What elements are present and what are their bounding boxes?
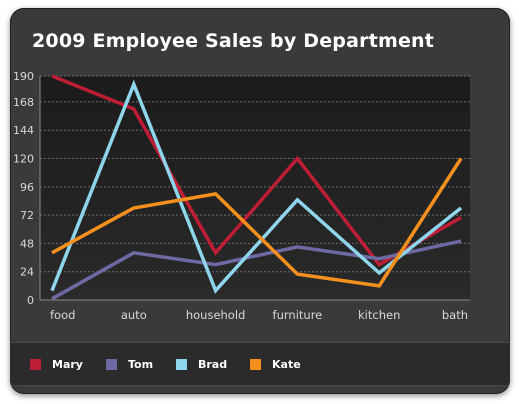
y-axis-ticks: 0 24 48 72 96 120 144 168 190 <box>13 70 34 307</box>
chart-panel: 2009 Employee Sales by Department 0 24 48 7… <box>10 8 510 394</box>
x-tick-label-furniture: furniture <box>273 308 323 322</box>
x-tick-label-bath: bath <box>442 308 468 322</box>
series-line-tom <box>51 239 462 301</box>
x-axis-ticks: food auto household furniture kitchen bath <box>50 308 468 322</box>
y-tick-label: 120 <box>13 153 34 166</box>
legend-item-mary[interactable]: Mary <box>30 356 83 372</box>
legend: Mary Tom Brad Kate <box>10 342 510 386</box>
y-tick-label: 144 <box>13 124 34 137</box>
y-tick-label: 96 <box>20 181 34 194</box>
series-line-kate <box>51 157 463 288</box>
legend-item-kate[interactable]: Kate <box>250 356 301 372</box>
legend-label: Mary <box>52 357 83 371</box>
legend-label: Brad <box>198 357 228 371</box>
legend-swatch <box>30 358 41 370</box>
x-tick-label-household: household <box>186 308 246 322</box>
legend-label: Tom <box>128 357 154 371</box>
x-tick-label-kitchen: kitchen <box>358 308 400 322</box>
legend-item-brad[interactable]: Brad <box>176 356 227 372</box>
legend-label: Kate <box>272 357 301 371</box>
y-tick-label: 0 <box>27 294 34 307</box>
legend-swatch <box>176 358 187 370</box>
x-tick-label-food: food <box>50 308 75 322</box>
y-tick-label: 190 <box>13 70 34 83</box>
legend-swatch <box>250 358 261 370</box>
grid-lines <box>39 75 470 301</box>
y-tick-label: 24 <box>20 266 34 279</box>
x-tick-label-auto: auto <box>121 308 147 322</box>
legend-item-tom[interactable]: Tom <box>106 356 153 372</box>
y-tick-label: 72 <box>20 209 34 222</box>
y-tick-label: 48 <box>20 237 34 250</box>
series-lines <box>50 74 463 301</box>
plot-area <box>40 76 470 300</box>
legend-swatch <box>106 358 117 370</box>
chart-title: 2009 Employee Sales by Department <box>32 30 435 52</box>
y-tick-label: 168 <box>13 96 34 109</box>
